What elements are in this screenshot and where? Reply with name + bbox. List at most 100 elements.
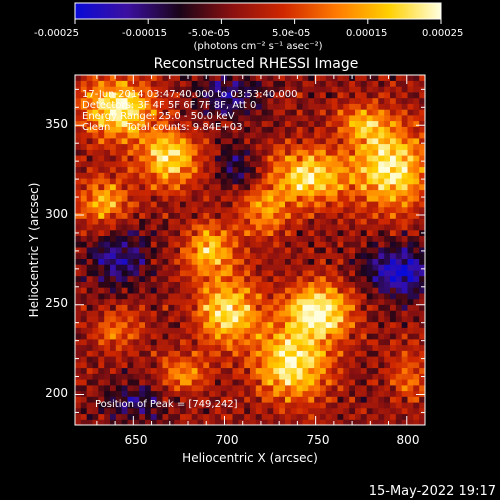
heatmap-cell	[133, 206, 140, 213]
heatmap-cell	[250, 201, 257, 208]
heatmap-cell	[355, 103, 362, 110]
heatmap-cell	[308, 310, 315, 317]
heatmap-cell	[337, 160, 344, 168]
heatmap-cell	[349, 304, 356, 311]
heatmap-cell	[325, 178, 333, 185]
heatmap-cell	[390, 396, 397, 403]
heatmap-cell	[168, 189, 175, 196]
heatmap-cell	[104, 201, 111, 208]
heatmap-cell	[127, 189, 134, 196]
heatmap-cell	[133, 384, 140, 392]
heatmap-cell	[285, 166, 292, 173]
heatmap-cell	[191, 114, 199, 122]
heatmap-cell	[378, 241, 385, 248]
heatmap-cell	[232, 344, 239, 351]
heatmap-cell	[121, 252, 129, 259]
heatmap-cell	[92, 241, 99, 248]
heatmap-cell	[267, 103, 274, 110]
heatmap-cell	[145, 80, 152, 87]
heatmap-cell	[320, 160, 327, 168]
heatmap-cell	[168, 143, 175, 150]
heatmap-cell	[360, 212, 368, 219]
heatmap-cell	[314, 246, 321, 254]
heatmap-cell	[360, 252, 368, 259]
heatmap-cell	[232, 80, 239, 87]
heatmap-cell	[244, 206, 251, 213]
heatmap-cell	[191, 224, 199, 231]
heatmap-cell	[279, 166, 286, 173]
heatmap-cell	[384, 264, 391, 271]
heatmap-cell	[244, 120, 251, 127]
heatmap-cell	[349, 143, 356, 150]
heatmap-cell	[115, 114, 123, 122]
heatmap-cell	[331, 189, 339, 196]
heatmap-cell	[285, 396, 292, 403]
heatmap-cell	[337, 321, 344, 328]
heatmap-cell	[92, 258, 99, 265]
heatmap-cell	[250, 160, 257, 168]
heatmap-cell	[267, 407, 274, 415]
heatmap-cell	[366, 304, 374, 311]
heatmap-cell	[197, 384, 204, 392]
heatmap-cell	[360, 149, 368, 156]
heatmap-cell	[395, 195, 403, 202]
heatmap-cell	[279, 269, 286, 277]
heatmap-cell	[215, 120, 222, 127]
heatmap-cell	[384, 407, 391, 415]
heatmap-cell	[302, 379, 309, 386]
heatmap-cell	[378, 298, 385, 305]
heatmap-cell	[244, 407, 251, 415]
heatmap-cell	[401, 75, 409, 81]
heatmap-cell	[110, 178, 117, 185]
heatmap-cell	[320, 258, 327, 265]
heatmap-cell	[390, 241, 397, 248]
heatmap-cell	[80, 367, 88, 374]
heatmap-cell	[302, 212, 309, 219]
heatmap-cell	[80, 91, 88, 99]
heatmap-cell	[320, 212, 327, 219]
heatmap-cell	[261, 321, 269, 328]
heatmap-cell	[197, 189, 204, 196]
heatmap-cell	[209, 91, 216, 99]
heatmap-cell	[390, 258, 397, 265]
heatmap-cell	[407, 189, 414, 196]
heatmap-cell	[133, 241, 140, 248]
heatmap-cell	[360, 183, 368, 191]
heatmap-cell	[162, 407, 169, 415]
heatmap-cell	[378, 384, 385, 392]
y-tick-label: 200	[45, 386, 68, 400]
heatmap-cell	[407, 178, 414, 185]
heatmap-cell	[145, 379, 152, 386]
heatmap-cell	[86, 212, 94, 219]
heatmap-cell	[384, 80, 391, 87]
heatmap-cell	[308, 321, 315, 328]
heatmap-cell	[215, 86, 222, 93]
heatmap-cell	[145, 361, 152, 369]
heatmap-cell	[401, 287, 409, 294]
heatmap-cell	[390, 264, 397, 271]
heatmap-cell	[255, 275, 263, 282]
heatmap-cell	[296, 229, 304, 236]
heatmap-cell	[384, 155, 391, 162]
heatmap-cell	[209, 206, 216, 213]
heatmap-cell	[296, 109, 304, 116]
heatmap-cell	[150, 390, 158, 397]
heatmap-cell	[273, 218, 280, 225]
heatmap-cell	[296, 419, 304, 425]
heatmap-cell	[337, 195, 344, 202]
heatmap-cell	[285, 275, 292, 282]
heatmap-cell	[220, 91, 228, 99]
heatmap-cell	[162, 229, 169, 236]
heatmap-cell	[302, 160, 309, 168]
heatmap-cell	[384, 241, 391, 248]
heatmap-cell	[390, 91, 397, 99]
heatmap-cell	[162, 315, 169, 323]
heatmap-cell	[372, 137, 379, 145]
heatmap-cell	[191, 189, 199, 196]
heatmap-cell	[191, 281, 199, 288]
heatmap-cell	[115, 287, 123, 294]
heatmap-cell	[419, 327, 425, 334]
heatmap-cell	[250, 361, 257, 369]
heatmap-cell	[267, 178, 274, 185]
heatmap-cell	[366, 384, 374, 392]
